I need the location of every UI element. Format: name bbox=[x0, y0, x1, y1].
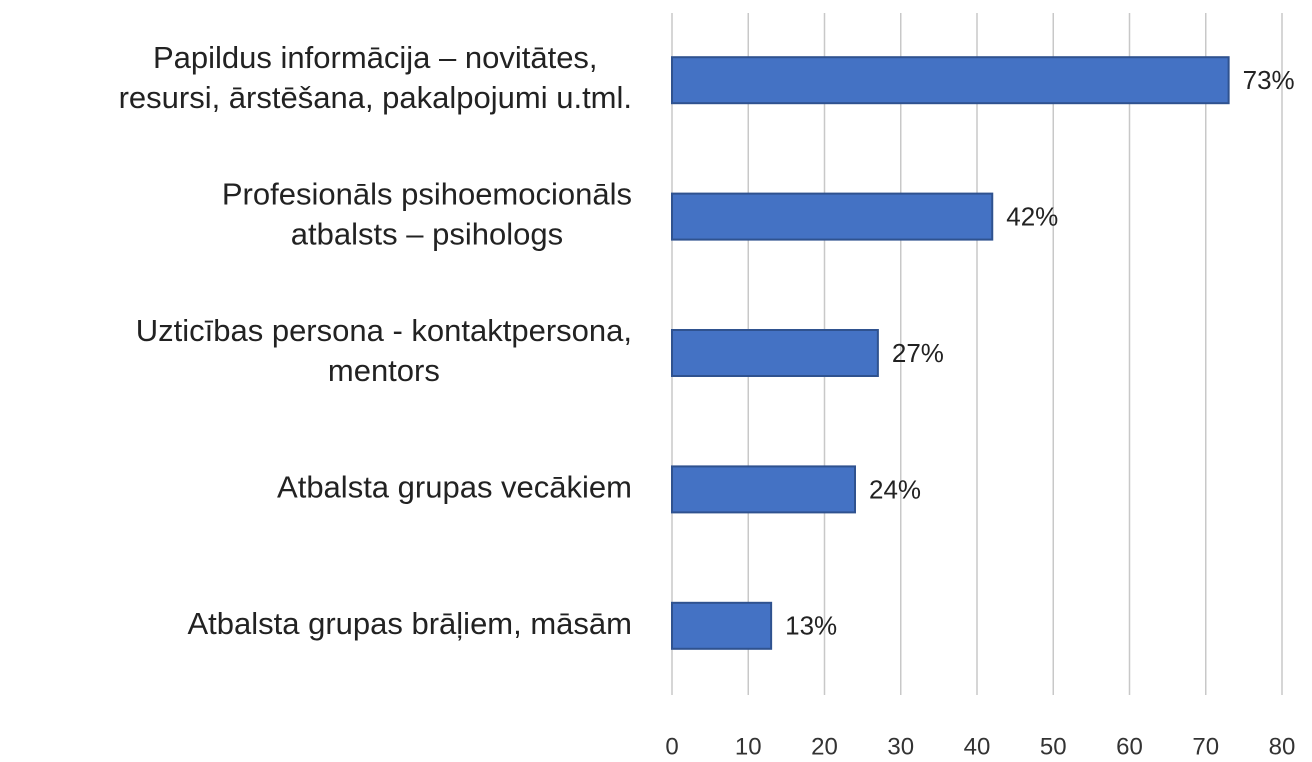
x-tick-label: 40 bbox=[964, 733, 991, 760]
value-label: 42% bbox=[1006, 201, 1058, 231]
value-label: 24% bbox=[869, 474, 921, 504]
category-label: Atbalsta grupas vecākiem bbox=[277, 470, 632, 505]
x-tick-label: 20 bbox=[811, 733, 838, 760]
category-label: Uzticības persona - kontaktpersona, mento… bbox=[136, 313, 632, 388]
x-tick-label: 0 bbox=[665, 733, 678, 760]
value-label: 27% bbox=[892, 338, 944, 368]
bar bbox=[671, 192, 994, 241]
value-label: 13% bbox=[785, 611, 837, 641]
value-label: 73% bbox=[1243, 65, 1295, 95]
bar bbox=[671, 465, 856, 514]
category-label: Papildus informācija – novitātes, resursi… bbox=[119, 40, 632, 115]
x-tick-label: 10 bbox=[735, 733, 762, 760]
category-label: Atbalsta grupas brāļiem, māsām bbox=[187, 606, 632, 641]
x-tick-label: 80 bbox=[1269, 733, 1296, 760]
x-tick-label: 30 bbox=[887, 733, 914, 760]
bar bbox=[671, 329, 879, 377]
category-label: Profesionāls psihoemocionāls atbalsts – p… bbox=[222, 177, 632, 252]
bar bbox=[671, 56, 1230, 105]
x-tick-label: 50 bbox=[1040, 733, 1067, 760]
x-tick-label: 60 bbox=[1116, 733, 1143, 760]
x-tick-label: 70 bbox=[1192, 733, 1219, 760]
bar bbox=[671, 601, 773, 650]
